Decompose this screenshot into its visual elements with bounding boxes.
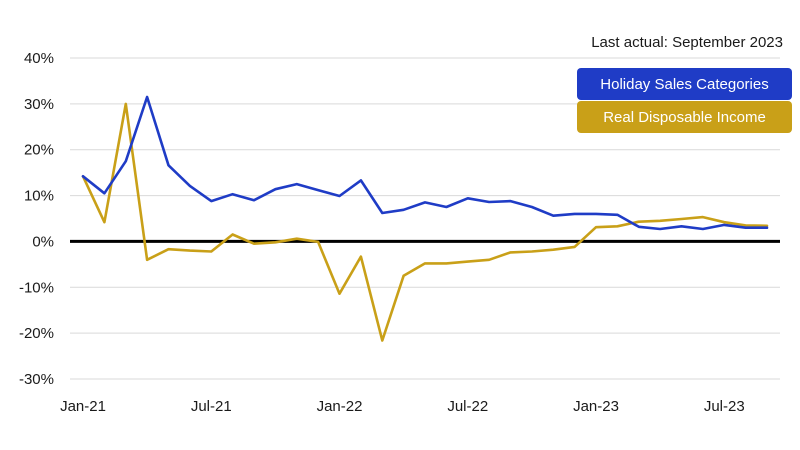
x-tick-label: Jul-22 bbox=[447, 398, 488, 415]
legend-swatch bbox=[577, 68, 792, 100]
y-tick-label: -30% bbox=[19, 371, 54, 388]
x-tick-label: Jan-23 bbox=[573, 398, 619, 415]
x-tick-label: Jul-23 bbox=[704, 398, 745, 415]
x-tick-label: Jan-21 bbox=[60, 398, 106, 415]
legend-swatch bbox=[577, 101, 792, 133]
x-axis-ticks: Jan-21 Jul-21 Jan-22 Jul-22 Jan-23 Jul-23 bbox=[60, 398, 745, 415]
last-actual-note: Last actual: September 2023 bbox=[591, 34, 783, 51]
y-tick-label: -20% bbox=[19, 325, 54, 342]
y-axis-ticks: -30% -20% -10% 0% 10% 20% 30% 40% bbox=[19, 50, 54, 388]
x-tick-label: Jan-22 bbox=[317, 398, 363, 415]
gridlines bbox=[70, 57, 780, 380]
legend: Holiday Sales Categories Real Disposable … bbox=[577, 68, 792, 133]
y-tick-label: -10% bbox=[19, 279, 54, 296]
y-tick-label: 40% bbox=[24, 50, 54, 67]
y-tick-label: 10% bbox=[24, 188, 54, 205]
x-tick-label: Jul-21 bbox=[191, 398, 232, 415]
y-tick-label: 20% bbox=[24, 142, 54, 159]
legend-label: Real Disposable Income bbox=[603, 109, 766, 126]
y-tick-label: 30% bbox=[24, 96, 54, 113]
y-tick-label: 0% bbox=[32, 233, 54, 250]
series-line bbox=[81, 95, 769, 231]
legend-label: Holiday Sales Categories bbox=[600, 76, 768, 93]
series-lines bbox=[81, 95, 769, 342]
series-line bbox=[81, 102, 769, 342]
